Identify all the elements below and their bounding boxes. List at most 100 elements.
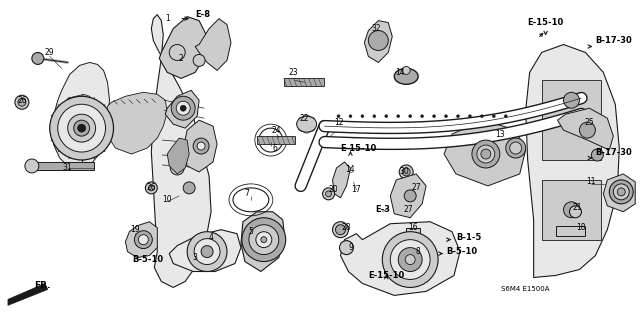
Text: E-15-10: E-15-10 xyxy=(527,18,564,27)
Circle shape xyxy=(579,122,595,138)
Text: B-5-10: B-5-10 xyxy=(132,255,163,264)
Circle shape xyxy=(472,140,500,168)
Circle shape xyxy=(481,149,491,159)
Circle shape xyxy=(242,218,285,262)
Circle shape xyxy=(25,159,39,173)
Circle shape xyxy=(180,105,186,111)
Text: 5: 5 xyxy=(248,227,253,236)
Circle shape xyxy=(398,248,422,271)
Circle shape xyxy=(138,235,148,245)
Text: 8: 8 xyxy=(416,247,420,256)
Circle shape xyxy=(194,239,220,264)
Text: 1: 1 xyxy=(165,14,170,23)
Text: E-15-10: E-15-10 xyxy=(340,144,376,152)
Polygon shape xyxy=(525,45,620,278)
Circle shape xyxy=(201,246,213,257)
Bar xyxy=(541,80,602,160)
Ellipse shape xyxy=(394,68,418,84)
Circle shape xyxy=(77,124,86,132)
Circle shape xyxy=(18,98,26,106)
Polygon shape xyxy=(364,21,392,63)
Circle shape xyxy=(609,180,633,204)
Circle shape xyxy=(333,222,348,238)
Circle shape xyxy=(433,115,436,118)
Circle shape xyxy=(402,168,410,176)
Polygon shape xyxy=(8,284,48,305)
Circle shape xyxy=(420,115,424,118)
Text: 13: 13 xyxy=(495,130,504,139)
Text: 30: 30 xyxy=(399,167,409,176)
Circle shape xyxy=(591,149,604,161)
Circle shape xyxy=(504,115,508,118)
Text: E-8: E-8 xyxy=(195,10,210,19)
Text: E-15-10: E-15-10 xyxy=(368,271,404,280)
Text: B-1-5: B-1-5 xyxy=(456,233,481,242)
Circle shape xyxy=(402,66,410,74)
Circle shape xyxy=(382,232,438,287)
Text: 19: 19 xyxy=(131,225,140,234)
Text: 17: 17 xyxy=(351,185,361,194)
Circle shape xyxy=(50,96,113,160)
Circle shape xyxy=(481,115,483,118)
Text: 32: 32 xyxy=(372,24,381,33)
Text: 28: 28 xyxy=(342,223,351,232)
Circle shape xyxy=(468,115,472,118)
Polygon shape xyxy=(64,94,95,160)
Polygon shape xyxy=(444,120,525,186)
Polygon shape xyxy=(165,90,199,128)
Circle shape xyxy=(492,115,495,118)
Text: E-3: E-3 xyxy=(375,205,390,214)
Text: 16: 16 xyxy=(408,223,418,232)
Text: 6: 6 xyxy=(273,144,277,152)
Text: 27: 27 xyxy=(403,205,413,214)
Text: 9: 9 xyxy=(348,243,353,252)
Circle shape xyxy=(193,138,209,154)
Circle shape xyxy=(373,115,376,118)
Circle shape xyxy=(399,165,413,179)
Circle shape xyxy=(249,225,279,255)
Text: B-17-30: B-17-30 xyxy=(595,36,632,45)
Bar xyxy=(32,162,93,170)
Text: FR.: FR. xyxy=(34,281,51,290)
Circle shape xyxy=(369,31,388,50)
Text: 2: 2 xyxy=(179,54,184,63)
Circle shape xyxy=(349,115,352,118)
Circle shape xyxy=(613,184,629,200)
Text: 12: 12 xyxy=(333,118,343,127)
Text: 11: 11 xyxy=(587,177,596,186)
Circle shape xyxy=(339,241,353,255)
Circle shape xyxy=(563,202,579,218)
Polygon shape xyxy=(106,92,167,154)
Circle shape xyxy=(617,188,625,196)
Circle shape xyxy=(145,182,157,194)
Bar xyxy=(257,136,294,144)
Circle shape xyxy=(170,161,184,175)
Polygon shape xyxy=(195,19,231,70)
Circle shape xyxy=(58,104,106,152)
Circle shape xyxy=(405,255,415,264)
Circle shape xyxy=(445,115,447,118)
Text: 4: 4 xyxy=(209,233,214,242)
Circle shape xyxy=(323,188,335,200)
Circle shape xyxy=(134,231,152,249)
Circle shape xyxy=(509,142,522,154)
Circle shape xyxy=(570,206,581,218)
Circle shape xyxy=(256,232,272,248)
Polygon shape xyxy=(333,162,351,198)
Text: 14: 14 xyxy=(346,166,355,174)
Circle shape xyxy=(172,96,195,120)
Circle shape xyxy=(176,101,190,115)
Circle shape xyxy=(187,232,227,271)
Text: 14: 14 xyxy=(396,68,405,77)
Text: 24: 24 xyxy=(272,126,282,135)
Text: 7: 7 xyxy=(244,189,250,198)
Circle shape xyxy=(337,115,340,118)
Text: 22: 22 xyxy=(300,114,309,123)
Circle shape xyxy=(477,145,495,163)
Text: 26: 26 xyxy=(147,183,156,192)
Circle shape xyxy=(563,92,579,108)
Bar xyxy=(556,226,586,236)
Circle shape xyxy=(397,115,400,118)
Text: S6M4 E1500A: S6M4 E1500A xyxy=(501,286,550,293)
Circle shape xyxy=(456,115,460,118)
